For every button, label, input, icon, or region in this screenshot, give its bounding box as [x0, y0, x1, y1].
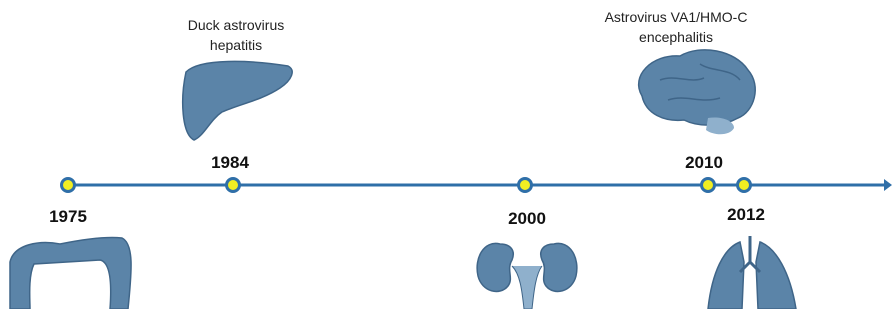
- kidneys-icon: [477, 243, 577, 309]
- brain-icon: [639, 50, 756, 134]
- year-label: 1984: [211, 153, 249, 172]
- lungs-icon: [708, 236, 796, 309]
- timeline-arrow: [884, 179, 892, 191]
- event-dot: [62, 179, 75, 192]
- liver-icon: [183, 61, 292, 140]
- intestine-icon: [10, 237, 131, 309]
- event-dot: [227, 179, 240, 192]
- year-label: 2000: [508, 209, 546, 228]
- event-dot: [738, 179, 751, 192]
- event-caption: Astrovirus VA1/HMO-C: [605, 9, 748, 25]
- event-dot: [519, 179, 532, 192]
- timeline-diagram: 1975 1984 2000 2010 2012 Duck astrovirus…: [0, 0, 892, 309]
- year-label: 2012: [727, 205, 765, 224]
- event-dot: [702, 179, 715, 192]
- page: 1975 1984 2000 2010 2012 Duck astrovirus…: [0, 0, 892, 309]
- event-caption: encephalitis: [639, 29, 713, 45]
- event-caption: Duck astrovirus: [188, 17, 284, 33]
- event-caption: hepatitis: [210, 37, 262, 53]
- year-label: 1975: [49, 207, 87, 226]
- year-label: 2010: [685, 153, 723, 172]
